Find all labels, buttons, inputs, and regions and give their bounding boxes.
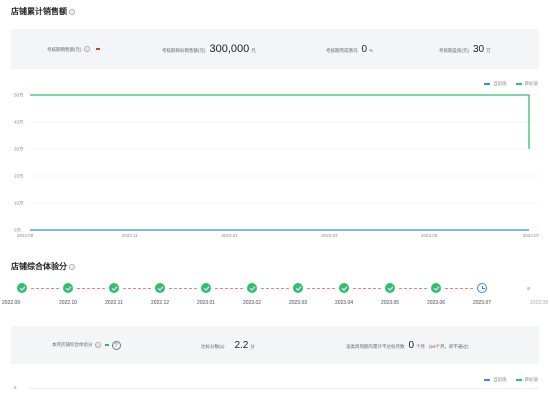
clock-icon[interactable] <box>477 283 487 293</box>
timeline-month-label: 2023.08 <box>529 300 548 306</box>
legend-item-current[interactable]: 当前值 <box>484 81 507 87</box>
timeline-month-label: 2022.12 <box>150 300 170 306</box>
stat-difference: 考核期差值(元) 30 万 <box>439 44 491 55</box>
sales-section-title: 店铺累计销售额 ? <box>11 7 75 16</box>
monthly-timeline: 2022.09 2022.10 2022.11 2022.12 2023.01 2023.… <box>0 280 550 310</box>
experience-section-title: 店铺综合体验分 ? <box>11 262 75 271</box>
timeline-month-label: 2022.09 <box>2 300 21 306</box>
stat-fail-months: 该类目周期内累计不达标月数 0 个月 (≥6个月，即不通过) <box>346 340 469 351</box>
stat-completion-value: 0 <box>361 43 368 55</box>
y-tick-label: 0万 <box>14 228 22 234</box>
stat-pass-label: 达标分数(≥) <box>201 343 225 349</box>
legend-item-target[interactable]: 目标值 <box>515 377 538 383</box>
stat-difference-value: 30 <box>473 43 485 55</box>
missing-value-indicator <box>104 344 109 346</box>
missing-value-indicator <box>95 48 100 50</box>
check-circle-icon[interactable] <box>201 283 211 293</box>
timeline-connector <box>261 288 289 289</box>
experience-stats-bar: 本月店铺综合体验分 ? ? 达标分数(≥) 2.2 分 该类目周期内累计不达标月… <box>11 326 539 364</box>
check-circle-icon[interactable] <box>109 283 119 293</box>
timeline-connector <box>307 288 335 289</box>
stat-target-unit: 元 <box>251 48 256 53</box>
timeline-connector <box>169 288 197 289</box>
legend-swatch <box>515 83 522 85</box>
y-tick-label: 10万 <box>14 201 24 207</box>
question-circle-icon[interactable]: ? <box>111 340 121 350</box>
check-circle-icon[interactable] <box>155 283 165 293</box>
pending-dot-icon[interactable] <box>526 286 530 290</box>
timeline-month-label: 2023.07 <box>472 300 492 306</box>
timeline-connector <box>77 288 105 289</box>
stat-fail-note: (≥6个月，即不通过) <box>429 343 469 349</box>
timeline-connector <box>215 288 243 289</box>
chart-legend-2: 当前值 目标值 <box>475 377 538 383</box>
check-circle-icon[interactable] <box>247 283 257 293</box>
y-tick-label: 20万 <box>14 174 24 180</box>
x-tick-label: 2022.09 <box>17 233 34 238</box>
legend-swatch <box>484 83 490 85</box>
stat-difference-label: 考核期差值(元) <box>439 47 469 53</box>
timeline-month-label: 2023.04 <box>334 300 354 306</box>
help-icon[interactable]: ? <box>69 263 75 270</box>
stat-completion-unit: % <box>369 47 374 53</box>
timeline-month-label: 2023.06 <box>426 300 446 306</box>
y-tick-label: 40万 <box>14 120 24 126</box>
stat-pass-value: 2.2 <box>234 339 249 351</box>
timeline-connector <box>445 288 473 289</box>
stat-fail-value: 0 <box>408 339 415 351</box>
x-tick-label: 2023.07 <box>523 233 540 238</box>
stat-pass-score: 达标分数(≥) 2.2 分 <box>201 340 255 351</box>
y-tick-label: 5 <box>14 385 17 390</box>
timeline-month-label: 2022.11 <box>105 300 123 306</box>
timeline-connector <box>399 288 427 289</box>
x-tick-label: 2023.03 <box>321 233 338 238</box>
x-tick-label: 2022.11 <box>122 233 138 238</box>
sales-stats-bar: 考核期销售额(元) ? 考核期目标销售额(元) 300,000 元 考核期完成情… <box>11 29 539 69</box>
timeline-connector <box>123 288 151 289</box>
check-circle-icon[interactable] <box>293 283 303 293</box>
timeline-connector <box>353 288 381 289</box>
stat-fail-unit: 个月 <box>416 343 426 349</box>
gridline <box>28 388 539 389</box>
series-line-target <box>30 94 530 149</box>
legend-swatch <box>484 379 490 381</box>
help-icon[interactable]: ? <box>69 8 75 15</box>
stat-target-label: 考核期目标销售额(元) <box>162 48 206 53</box>
y-tick-label: 50万 <box>14 93 24 99</box>
check-circle-icon[interactable] <box>385 283 395 293</box>
timeline-month-label: 2023.05 <box>380 300 400 306</box>
check-circle-icon[interactable] <box>339 283 349 293</box>
stat-difference-unit: 万 <box>486 47 491 53</box>
timeline-month-label: 2023.03 <box>288 300 308 306</box>
legend-swatch <box>515 379 522 381</box>
check-circle-icon[interactable] <box>63 283 73 293</box>
stat-target-value: 300,000 <box>209 43 250 55</box>
timeline-month-label: 2023.02 <box>242 300 262 306</box>
stat-target-sales: 考核期目标销售额(元) 300,000 元 <box>162 43 256 55</box>
stat-experience-label: 本月店铺综合体验分 <box>52 342 93 347</box>
check-circle-icon[interactable] <box>431 283 441 293</box>
check-circle-icon[interactable] <box>17 283 27 293</box>
x-tick-label: 2023.05 <box>421 233 438 238</box>
help-icon[interactable]: ? <box>94 342 101 348</box>
stat-completion-label: 考核期完成情况 <box>326 47 358 53</box>
timeline-month-label: 2023.01 <box>196 300 216 306</box>
stat-fail-label: 该类目周期内累计不达标月数 <box>346 343 405 349</box>
x-tick-label: 2023.01 <box>221 233 238 238</box>
timeline-month-label: 2022.10 <box>58 300 78 306</box>
chart-legend: 当前值 目标值 <box>475 81 538 87</box>
stat-completion: 考核期完成情况 0 % <box>326 44 373 55</box>
stat-pass-unit: 分 <box>250 343 255 349</box>
timeline-connector <box>31 288 59 289</box>
stat-sales: 考核期销售额(元) ? <box>47 45 100 53</box>
help-icon[interactable]: ? <box>83 45 90 52</box>
stat-sales-label: 考核期销售额(元) <box>47 46 82 52</box>
legend-item-target[interactable]: 目标值 <box>515 81 538 87</box>
stat-experience-score: 本月店铺综合体验分 ? ? <box>52 340 121 350</box>
sales-line-chart: 50万 40万 30万 20万 10万 0万 2022.09 2022.11 2023.01 2… <box>14 93 540 239</box>
y-tick-label: 30万 <box>14 147 24 153</box>
legend-item-current[interactable]: 当前值 <box>484 377 507 383</box>
